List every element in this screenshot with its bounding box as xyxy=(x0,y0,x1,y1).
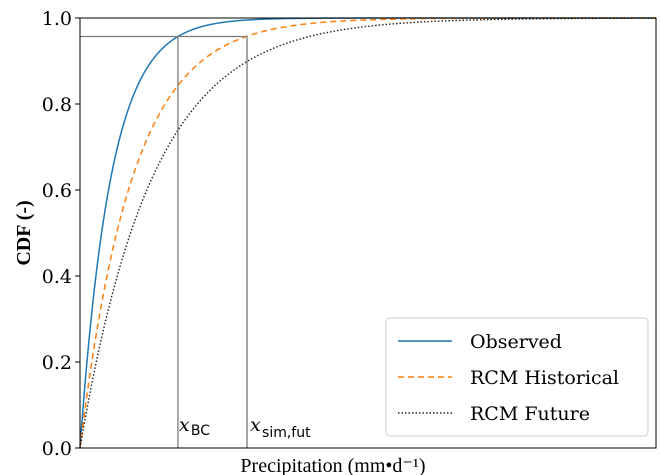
x-bc-label-sub: BC xyxy=(191,423,210,439)
legend-label-rcm-future: RCM Future xyxy=(470,403,590,425)
x-bc-label-main: x xyxy=(179,414,190,436)
x-sim-fut-label-main: x xyxy=(250,414,261,436)
y-axis-label: CDF (-) xyxy=(13,200,35,265)
x-bc-annotation: x BC xyxy=(179,414,210,439)
legend-label-observed: Observed xyxy=(470,331,562,353)
plot-frame xyxy=(79,17,657,449)
y-tick-label: 0.4 xyxy=(42,266,72,288)
legend-box xyxy=(385,317,649,437)
y-tick-label: 0.6 xyxy=(42,180,72,202)
y-tick-label: 0.0 xyxy=(42,438,72,460)
x-sim-fut-annotation: x sim,fut xyxy=(250,414,311,441)
y-tick-label: 0.8 xyxy=(42,94,72,116)
bias-correction-guides xyxy=(80,35,248,448)
x-axis-label: Precipitation (mm•d⁻¹) xyxy=(240,455,425,475)
legend: Observed RCM Historical RCM Future xyxy=(385,317,649,437)
y-axis-ticks: 0.0 0.2 0.4 0.6 0.8 1.0 xyxy=(42,8,80,460)
x-sim-fut-label-sub: sim,fut xyxy=(262,425,311,441)
legend-label-rcm-historical: RCM Historical xyxy=(470,367,619,389)
y-tick-label: 0.2 xyxy=(42,352,72,374)
y-tick-label: 1.0 xyxy=(42,8,72,30)
